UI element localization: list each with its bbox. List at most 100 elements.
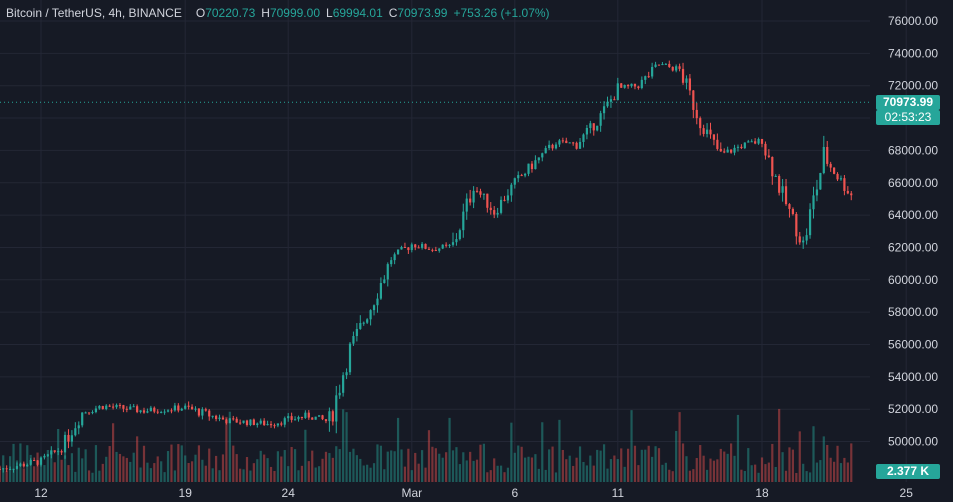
volume-bar <box>740 469 743 482</box>
candle-body <box>530 163 534 170</box>
candle-body <box>314 416 317 420</box>
volume-bar <box>541 422 544 482</box>
volume-bar <box>77 447 80 482</box>
volume-bar <box>513 452 516 482</box>
candle-body <box>276 423 279 426</box>
candle-body <box>736 146 740 148</box>
candle-body <box>345 372 348 376</box>
volume-bar <box>335 446 338 482</box>
volume-bar <box>0 465 1 482</box>
price-tick-label: 72000.00 <box>888 79 938 93</box>
price-axis[interactable]: 76000.0074000.0072000.0070000.0068000.00… <box>888 14 938 449</box>
candle-body <box>9 469 12 471</box>
candle-body <box>187 405 190 407</box>
volume-bar <box>530 457 534 482</box>
candle-body <box>249 419 252 426</box>
volume-bar <box>359 458 362 482</box>
candle-body <box>740 146 743 149</box>
candle-body <box>819 173 822 190</box>
volume-bar <box>479 444 482 482</box>
volume-bar <box>180 445 183 482</box>
candle-body <box>850 193 853 196</box>
price-tick-label: 54000.00 <box>888 370 938 384</box>
volume-bar <box>451 450 455 482</box>
candle-body <box>438 248 441 251</box>
candle-body <box>321 415 324 420</box>
volume-bar <box>139 467 142 482</box>
candle-body <box>300 416 304 418</box>
volume-bar <box>201 459 204 482</box>
time-axis[interactable]: 12 19 24 Mar 6 11 18 25 <box>34 486 913 500</box>
volume-badge: 2.377 K <box>876 464 940 479</box>
volume-bar <box>517 445 520 482</box>
volume-bar <box>675 430 678 482</box>
volume-bar <box>596 449 599 482</box>
time-tick-label: 25 <box>900 486 914 500</box>
candle-body <box>242 420 245 423</box>
candle-body <box>654 64 657 67</box>
candle-body <box>640 79 643 89</box>
candle-body <box>5 468 8 470</box>
volume-bar <box>499 465 503 482</box>
candle-body <box>651 66 654 77</box>
candle-body <box>266 424 269 426</box>
candle-body <box>50 450 53 455</box>
volume-bar <box>833 461 836 482</box>
candle-body <box>359 322 362 329</box>
candle-body <box>730 149 733 153</box>
candle-body <box>355 328 358 337</box>
candle-body <box>383 279 386 284</box>
candle-body <box>675 66 678 71</box>
candle-body <box>245 420 249 426</box>
volume-bar <box>36 452 39 482</box>
candle-body <box>534 160 537 170</box>
candle-body <box>554 144 558 149</box>
volume-bar <box>578 446 582 482</box>
candle-body <box>499 199 503 213</box>
volume-bar <box>98 470 101 482</box>
candle-body <box>781 186 784 193</box>
candle-body <box>472 190 475 203</box>
volume-bar <box>630 410 633 482</box>
volume-bar <box>400 449 403 482</box>
volume-bar <box>448 417 451 482</box>
price-tick-label: 68000.00 <box>888 143 938 157</box>
volume-bar <box>668 469 671 482</box>
volume-bar <box>637 465 640 482</box>
volume-bar <box>503 472 506 482</box>
candle-body <box>160 412 163 414</box>
candle-body <box>22 463 25 467</box>
candle-body <box>338 392 341 396</box>
symbol-title[interactable]: Bitcoin / TetherUS, 4h, BINANCE <box>6 6 182 20</box>
candle-body <box>379 283 382 299</box>
candle-body <box>441 244 444 249</box>
volume-bar <box>293 449 297 482</box>
candle-body <box>637 86 640 89</box>
candle-body <box>142 410 146 413</box>
candle-body <box>630 83 633 87</box>
candle-body <box>396 249 400 255</box>
volume-bar <box>736 414 740 482</box>
volume-bar <box>589 455 592 482</box>
candle-body <box>475 190 479 192</box>
candle-body <box>125 408 128 410</box>
candle-body <box>132 406 135 408</box>
volume-bar <box>414 452 417 482</box>
volume-bar <box>81 458 84 482</box>
volume-bar <box>194 454 197 482</box>
volume-bar <box>438 453 441 482</box>
volume-bar <box>269 466 273 482</box>
volume-bar <box>290 446 293 482</box>
last-price-badge: 70973.99 <box>876 95 940 110</box>
candle-body <box>699 118 702 129</box>
volume-bar <box>60 459 63 482</box>
volume-bar <box>798 431 801 482</box>
candle-body <box>12 468 15 470</box>
candle-body <box>390 260 393 265</box>
candle-body <box>256 423 259 425</box>
candle-body <box>29 460 32 465</box>
candle-body <box>225 419 228 424</box>
volume-bar <box>640 449 643 482</box>
grid-lines <box>0 0 907 482</box>
